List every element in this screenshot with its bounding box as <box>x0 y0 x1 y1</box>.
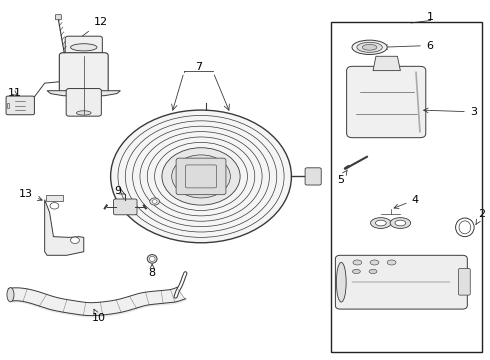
Ellipse shape <box>147 255 157 263</box>
Text: 13: 13 <box>19 189 42 201</box>
Ellipse shape <box>390 218 411 228</box>
Polygon shape <box>45 200 84 255</box>
Ellipse shape <box>352 40 387 54</box>
FancyBboxPatch shape <box>335 255 467 309</box>
Text: 9: 9 <box>114 186 124 196</box>
Text: 4: 4 <box>394 195 418 208</box>
FancyBboxPatch shape <box>305 168 321 185</box>
Ellipse shape <box>357 42 382 52</box>
Bar <box>46 195 63 201</box>
Bar <box>6 103 9 108</box>
Ellipse shape <box>369 269 377 274</box>
Ellipse shape <box>71 44 97 51</box>
Ellipse shape <box>362 44 377 50</box>
Text: 11: 11 <box>7 88 22 98</box>
FancyBboxPatch shape <box>66 89 101 116</box>
Text: 12: 12 <box>68 17 108 47</box>
Circle shape <box>71 237 79 243</box>
Circle shape <box>111 110 292 243</box>
FancyBboxPatch shape <box>65 36 102 58</box>
FancyBboxPatch shape <box>114 199 137 215</box>
Circle shape <box>50 203 59 209</box>
Polygon shape <box>8 287 186 316</box>
Text: 5: 5 <box>337 170 347 185</box>
Circle shape <box>172 155 230 198</box>
Ellipse shape <box>149 256 155 261</box>
Ellipse shape <box>336 262 346 302</box>
Text: 7: 7 <box>195 62 202 72</box>
Text: 2: 2 <box>476 209 486 224</box>
Ellipse shape <box>395 220 406 226</box>
Ellipse shape <box>352 269 360 274</box>
Circle shape <box>152 200 157 203</box>
Ellipse shape <box>7 288 14 302</box>
Text: 1: 1 <box>427 12 434 22</box>
Circle shape <box>162 148 240 205</box>
Polygon shape <box>47 91 121 96</box>
FancyBboxPatch shape <box>6 96 34 115</box>
FancyBboxPatch shape <box>59 53 108 94</box>
FancyBboxPatch shape <box>459 269 470 295</box>
FancyBboxPatch shape <box>346 66 426 138</box>
Text: 3: 3 <box>424 107 477 117</box>
Text: 8: 8 <box>148 264 156 278</box>
Text: 6: 6 <box>383 41 433 50</box>
FancyBboxPatch shape <box>176 158 226 195</box>
Ellipse shape <box>370 218 391 228</box>
Ellipse shape <box>370 260 379 265</box>
Polygon shape <box>373 56 400 71</box>
Bar <box>331 22 482 352</box>
Ellipse shape <box>387 260 396 265</box>
Ellipse shape <box>375 220 386 226</box>
Text: 10: 10 <box>92 309 105 323</box>
FancyBboxPatch shape <box>55 15 61 20</box>
Ellipse shape <box>353 260 362 265</box>
Ellipse shape <box>76 111 91 115</box>
Circle shape <box>150 198 159 205</box>
